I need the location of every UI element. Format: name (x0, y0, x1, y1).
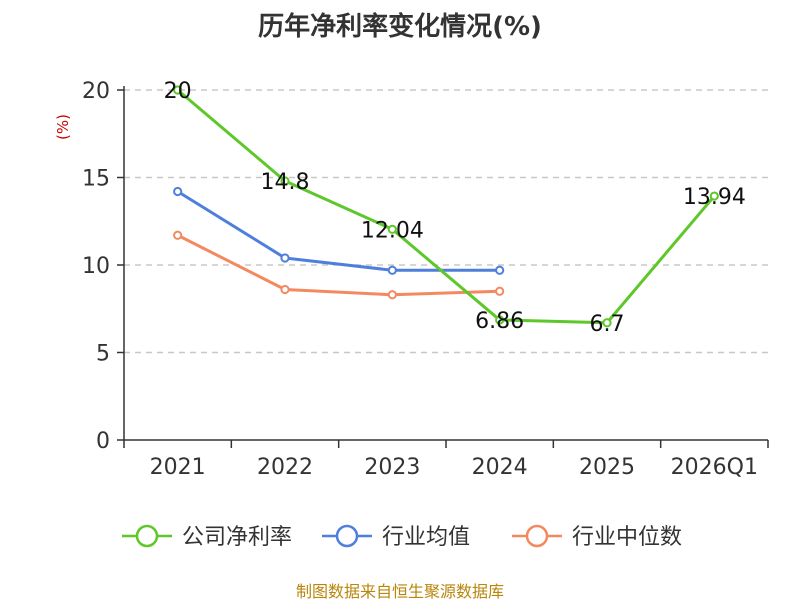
x-tick-label: 2021 (150, 455, 206, 480)
legend-marker (335, 524, 359, 548)
y-tick-label: 0 (96, 429, 110, 454)
series-line-0 (176, 88, 716, 325)
axes: 0 5 10 15 20 2021 2022 2023 2024 2025 2026Q1 (%) (54, 79, 769, 480)
data-labels: 20 14.8 12.04 6.86 6.7 13.94 (164, 79, 746, 337)
data-point (495, 265, 505, 275)
grid-lines (124, 89, 768, 354)
x-tick-label: 2024 (472, 455, 528, 480)
data-point (709, 191, 719, 201)
data-point (495, 286, 505, 296)
data-label: 12.04 (361, 218, 424, 243)
data-label: 13.94 (683, 185, 746, 210)
y-tick-label: 15 (82, 167, 110, 192)
legend-label: 行业均值 (382, 525, 470, 550)
data-label: 20 (164, 79, 192, 104)
chart-title: 历年净利率变化情况(%) (258, 12, 542, 42)
series-line-1 (176, 190, 500, 272)
data-point (280, 253, 290, 263)
source-note: 制图数据来自恒生聚源数据库 (295, 582, 504, 601)
x-tick-label: 2025 (579, 455, 635, 480)
data-point (387, 224, 397, 234)
legend: 公司净利率 行业均值 行业中位数 (122, 524, 682, 550)
legend-marker (135, 524, 159, 548)
data-point (173, 85, 183, 95)
data-point (602, 318, 612, 328)
x-tick-label: 2022 (257, 455, 313, 480)
data-label: 6.86 (475, 309, 524, 334)
legend-label: 公司净利率 (182, 525, 292, 550)
data-point (280, 284, 290, 295)
y-axis-unit: (%) (54, 114, 72, 140)
data-point (387, 290, 397, 300)
data-point (173, 186, 183, 197)
x-tick-label: 2023 (364, 455, 420, 480)
data-point (173, 230, 183, 240)
data-label: 6.7 (590, 312, 625, 337)
x-tick-label: 2026Q1 (671, 455, 758, 480)
y-tick-label: 10 (82, 254, 110, 279)
data-point (387, 265, 397, 275)
series-lines (173, 85, 719, 328)
data-label: 14.8 (261, 170, 310, 195)
y-tick-label: 20 (82, 79, 110, 104)
legend-label: 行业中位数 (572, 525, 682, 550)
data-point (495, 315, 505, 325)
y-tick-label: 5 (96, 342, 110, 367)
series-line-2 (176, 233, 500, 297)
legend-marker (525, 524, 549, 548)
data-point (280, 176, 290, 186)
